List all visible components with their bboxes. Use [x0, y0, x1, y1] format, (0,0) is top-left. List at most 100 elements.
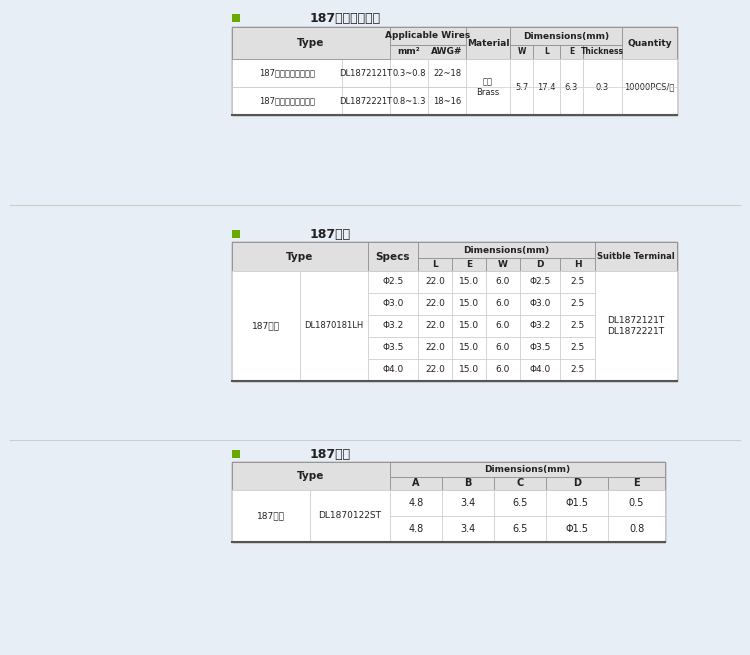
Bar	[452, 293, 486, 315]
Text: 22.0: 22.0	[425, 299, 445, 309]
Text: W: W	[498, 260, 508, 269]
Bar	[232, 359, 300, 381]
Text: 15.0: 15.0	[459, 278, 479, 286]
Bar	[560, 293, 595, 315]
Bar	[418, 337, 452, 359]
Bar	[232, 293, 300, 315]
Bar	[466, 87, 510, 115]
Bar	[622, 27, 677, 59]
Text: 6.5: 6.5	[512, 498, 528, 508]
Bar	[608, 516, 665, 542]
Text: B: B	[464, 479, 472, 489]
Bar	[442, 490, 494, 516]
Text: 3.4: 3.4	[460, 498, 476, 508]
Bar	[300, 271, 368, 381]
Text: 5.7: 5.7	[514, 83, 528, 92]
Bar	[232, 59, 342, 87]
Bar	[466, 27, 510, 59]
Text: Φ4.0: Φ4.0	[382, 365, 404, 375]
Text: 22~18: 22~18	[433, 69, 461, 77]
Bar	[232, 450, 240, 458]
Text: 22.0: 22.0	[425, 322, 445, 331]
Text: 黄铜
Brass: 黄铜 Brass	[476, 77, 500, 97]
Text: A: A	[413, 479, 420, 489]
Bar	[595, 337, 677, 359]
Text: AWG#: AWG#	[431, 48, 463, 56]
Bar	[583, 59, 622, 87]
Text: Dimensions(mm): Dimensions(mm)	[484, 465, 571, 474]
Bar	[608, 490, 665, 516]
Bar	[390, 490, 442, 516]
Bar	[232, 337, 300, 359]
Bar	[560, 337, 595, 359]
Bar	[232, 462, 665, 542]
Bar	[466, 59, 510, 87]
Bar	[390, 59, 428, 87]
Bar	[486, 359, 520, 381]
Text: Φ2.5: Φ2.5	[530, 278, 550, 286]
Bar	[368, 337, 418, 359]
Text: 0.8~1.3: 0.8~1.3	[392, 96, 426, 105]
Bar	[232, 27, 677, 115]
Bar	[510, 59, 533, 115]
Bar	[300, 271, 368, 293]
Bar	[342, 59, 390, 87]
Bar	[560, 87, 583, 115]
Bar	[368, 271, 418, 293]
Bar	[533, 45, 560, 59]
Bar	[232, 27, 677, 45]
Bar	[533, 59, 560, 87]
Text: 22.0: 22.0	[425, 365, 445, 375]
Text: 6.0: 6.0	[496, 365, 510, 375]
Bar	[560, 258, 595, 271]
Text: DL1872121T
DL1872221T: DL1872121T DL1872221T	[608, 316, 664, 336]
Bar	[368, 242, 418, 271]
Bar	[608, 477, 665, 490]
Bar	[390, 462, 665, 477]
Bar	[486, 293, 520, 315]
Text: 187直软: 187直软	[252, 322, 280, 331]
Bar	[442, 516, 494, 542]
Text: Φ3.0: Φ3.0	[382, 299, 404, 309]
Text: 0.3: 0.3	[596, 83, 609, 92]
Bar	[342, 87, 390, 115]
Bar	[428, 87, 466, 115]
Bar	[310, 490, 390, 516]
Bar	[583, 59, 622, 115]
Text: D: D	[536, 260, 544, 269]
Bar	[428, 59, 466, 87]
Bar	[520, 359, 560, 381]
Bar	[486, 258, 520, 271]
Text: Type: Type	[297, 471, 325, 481]
Text: D: D	[573, 479, 581, 489]
Text: 187直插带锁端子: 187直插带锁端子	[310, 12, 381, 24]
Text: Φ3.0: Φ3.0	[530, 299, 550, 309]
Bar	[595, 271, 677, 381]
Text: L: L	[432, 260, 438, 269]
Text: Applicable Wires: Applicable Wires	[386, 31, 471, 41]
Text: 187插片: 187插片	[310, 447, 351, 460]
Bar	[418, 315, 452, 337]
Bar	[232, 27, 390, 59]
Bar	[418, 271, 452, 293]
Bar	[232, 490, 310, 516]
Text: Φ1.5: Φ1.5	[566, 524, 589, 534]
Text: 15.0: 15.0	[459, 322, 479, 331]
Bar	[10, 27, 225, 140]
Bar	[232, 45, 677, 59]
Text: Material: Material	[466, 39, 509, 48]
Bar	[494, 516, 546, 542]
Bar	[595, 315, 677, 337]
Bar	[622, 87, 677, 115]
Bar	[300, 337, 368, 359]
Bar	[232, 271, 300, 381]
Bar	[486, 271, 520, 293]
Text: E: E	[568, 48, 574, 56]
Text: 15.0: 15.0	[459, 343, 479, 352]
Bar	[622, 59, 677, 115]
Bar	[595, 271, 677, 293]
Text: 6.0: 6.0	[496, 322, 510, 331]
Text: Thickness: Thickness	[581, 48, 624, 56]
Text: Type: Type	[297, 38, 325, 48]
Bar	[232, 490, 310, 542]
